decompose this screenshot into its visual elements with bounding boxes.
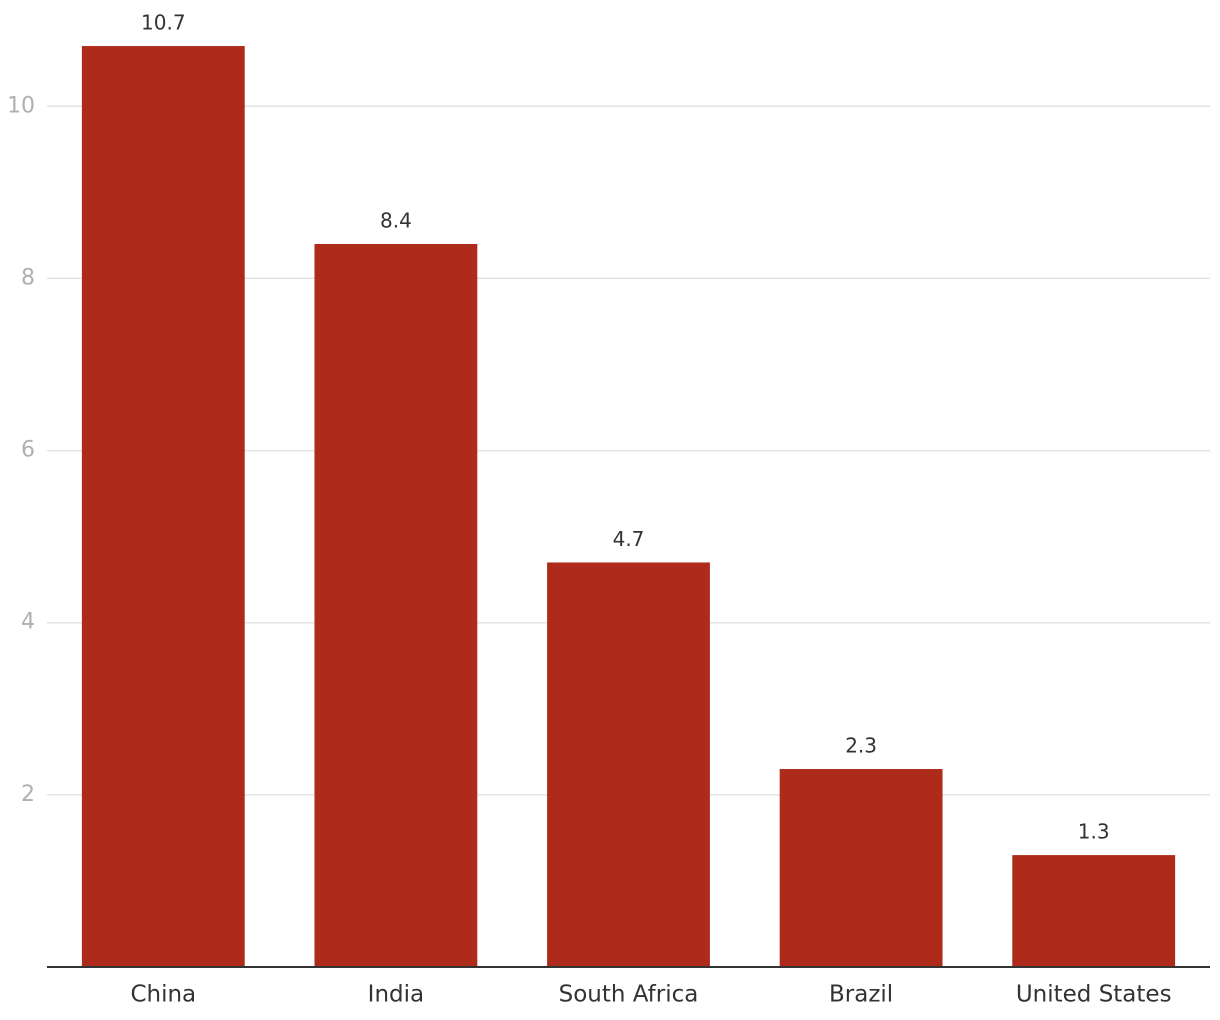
y-tick-label: 2 — [21, 782, 35, 807]
bar — [81, 46, 245, 968]
x-tick-label: Brazil — [829, 982, 893, 1008]
value-label: 10.7 — [141, 11, 186, 35]
y-tick-label: 6 — [21, 438, 35, 463]
x-tick-label: China — [130, 982, 196, 1008]
x-tick-label: United States — [1016, 982, 1172, 1008]
x-tick-label: South Africa — [559, 982, 699, 1008]
bar — [547, 562, 710, 967]
value-label: 1.3 — [1078, 820, 1110, 844]
bar — [779, 769, 943, 967]
x-tick-label: India — [368, 982, 424, 1008]
bar — [314, 244, 478, 967]
y-tick-label: 10 — [7, 93, 35, 118]
bar — [1012, 855, 1176, 967]
value-label: 4.7 — [613, 527, 645, 551]
value-label: 8.4 — [380, 209, 412, 233]
value-label: 2.3 — [845, 734, 877, 758]
y-tick-label: 4 — [21, 610, 35, 635]
y-tick-label: 8 — [21, 265, 35, 290]
